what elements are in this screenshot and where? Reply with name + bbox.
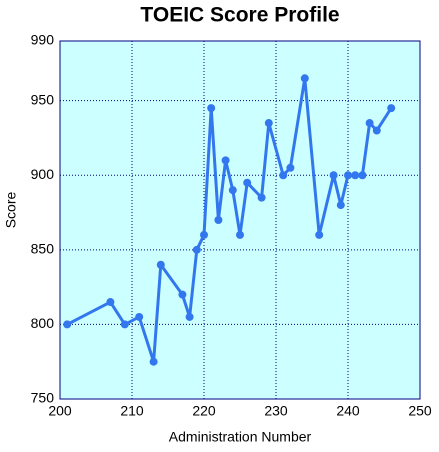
point — [228, 186, 237, 195]
x-tick-label: 230 — [264, 403, 288, 419]
point — [178, 290, 187, 299]
y-tick-label: 950 — [31, 91, 55, 107]
y-axis-label: Score — [3, 192, 19, 229]
x-tick-label: 240 — [336, 403, 360, 419]
x-tick-label: 250 — [408, 403, 432, 419]
point — [286, 163, 295, 172]
point — [243, 178, 252, 187]
y-tick-label: 990 — [31, 32, 55, 48]
point — [120, 320, 129, 329]
y-tick-label: 850 — [31, 241, 55, 257]
y-tick-label: 900 — [31, 166, 55, 182]
point — [63, 320, 72, 329]
point — [365, 119, 374, 128]
point — [351, 171, 360, 180]
point — [156, 260, 165, 269]
x-tick-label: 210 — [120, 403, 144, 419]
point — [372, 126, 381, 135]
point — [221, 156, 230, 165]
point — [358, 171, 367, 180]
point — [336, 201, 345, 210]
chart-title: TOEIC Score Profile — [140, 4, 339, 27]
point — [279, 171, 288, 180]
plot-frame — [59, 40, 421, 400]
point — [200, 230, 208, 239]
x-axis-label: Administration Number — [169, 429, 312, 445]
point — [329, 171, 338, 180]
plot-background — [60, 41, 420, 399]
point — [344, 171, 352, 180]
y-tick-label: 800 — [31, 315, 55, 331]
x-tick-label: 220 — [192, 403, 216, 419]
point — [300, 74, 309, 83]
point — [149, 357, 158, 366]
x-tick-label: 200 — [48, 403, 72, 419]
point — [257, 193, 266, 202]
point — [315, 230, 324, 239]
point — [214, 216, 223, 224]
y-tick-label: 750 — [31, 390, 55, 406]
point — [135, 312, 144, 321]
point — [387, 104, 396, 113]
point — [192, 245, 201, 254]
point — [185, 312, 194, 321]
point — [236, 230, 244, 239]
point — [106, 298, 115, 307]
point — [207, 104, 216, 113]
point — [264, 119, 273, 128]
